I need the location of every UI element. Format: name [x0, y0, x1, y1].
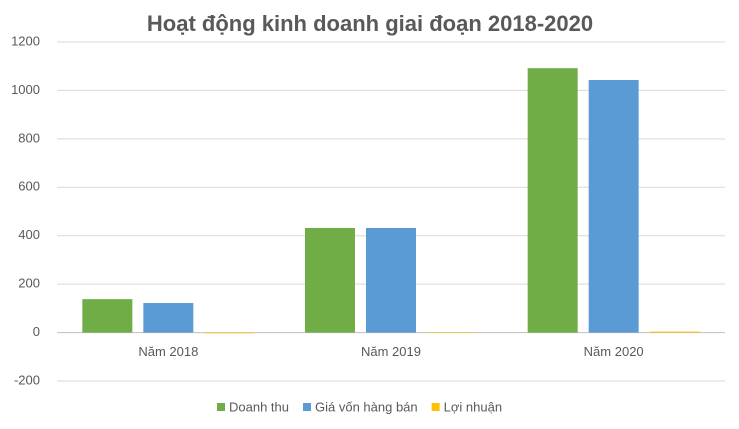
x-tick-label: Năm 2019 — [361, 344, 421, 359]
chart-title: Hoạt động kinh doanh giai đoạn 2018-2020 — [147, 11, 593, 36]
bar — [204, 332, 255, 334]
legend-swatch — [303, 403, 311, 411]
bar — [427, 332, 477, 334]
y-tick-label: 400 — [18, 227, 40, 242]
bar — [82, 299, 133, 333]
x-tick-label: Năm 2020 — [584, 344, 644, 359]
legend-label: Lợi nhuận — [444, 399, 502, 414]
y-tick-label: 1000 — [11, 82, 40, 97]
legend-swatch — [217, 403, 225, 411]
bar — [143, 303, 194, 333]
legend-swatch — [431, 403, 440, 411]
y-tick-label: 1200 — [11, 33, 40, 48]
y-tick-label: -200 — [14, 372, 40, 387]
y-tick-label: 600 — [18, 179, 40, 194]
y-tick-label: 200 — [18, 276, 40, 291]
y-tick-label: 800 — [18, 130, 40, 145]
legend-label: Doanh thu — [229, 399, 289, 414]
y-tick-label: 0 — [33, 324, 40, 339]
bar — [305, 227, 355, 333]
x-tick-label: Năm 2018 — [138, 344, 198, 359]
legend-label: Giá vốn hàng bán — [315, 399, 418, 414]
bar — [588, 80, 639, 333]
bar — [649, 331, 700, 333]
bar — [366, 227, 416, 333]
bar — [527, 68, 578, 333]
